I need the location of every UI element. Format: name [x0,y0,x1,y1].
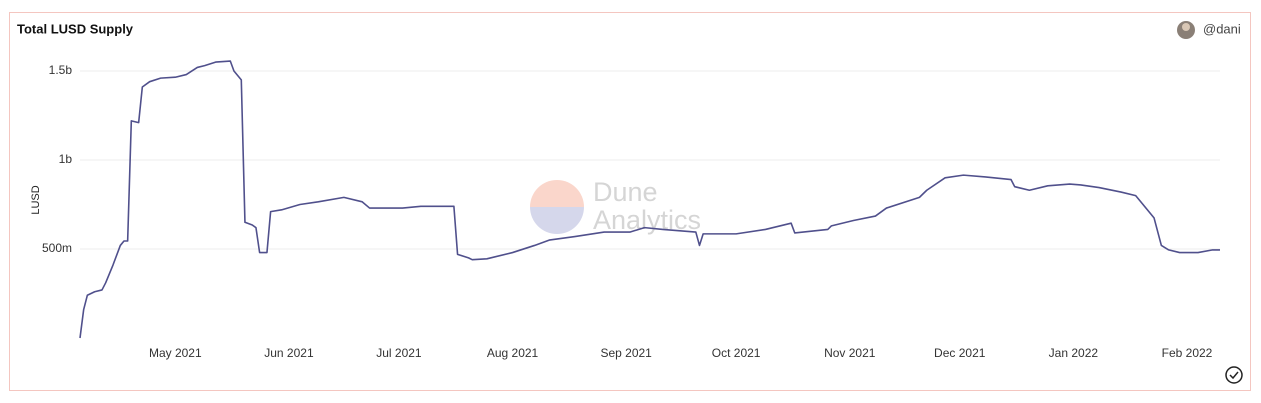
y-tick-label: 1b [59,152,73,166]
chart-title: Total LUSD Supply [17,21,134,36]
x-tick-label: Jul 2021 [376,346,422,360]
watermark-logo-bottom [530,207,584,234]
y-axis-label: LUSD [30,185,42,214]
x-tick-label: Aug 2021 [487,346,539,360]
x-tick-label: Jun 2021 [264,346,314,360]
card-border [9,12,1251,391]
status-check [1229,371,1239,380]
x-tick-label: Dec 2021 [934,346,986,360]
x-tick-label: Oct 2021 [712,346,761,360]
y-tick-label: 1.5b [49,63,73,77]
watermark-logo-top [530,180,584,207]
x-tick-label: Jan 2022 [1049,346,1099,360]
x-tick-label: Feb 2022 [1162,346,1213,360]
avatar-face [1182,23,1190,31]
y-tick-label: 500m [42,241,72,255]
status-circle [1225,366,1243,384]
x-tick-label: Nov 2021 [824,346,876,360]
data-line [79,60,1220,339]
status-icon[interactable] [1225,366,1243,384]
author[interactable]: @dani [1203,21,1241,36]
watermark-text: Dune [593,177,658,207]
watermark-text: Analytics [593,205,701,235]
x-tick-label: May 2021 [149,346,202,360]
watermark: Dune Analytics [530,177,701,235]
x-tick-label: Sep 2021 [600,346,652,360]
